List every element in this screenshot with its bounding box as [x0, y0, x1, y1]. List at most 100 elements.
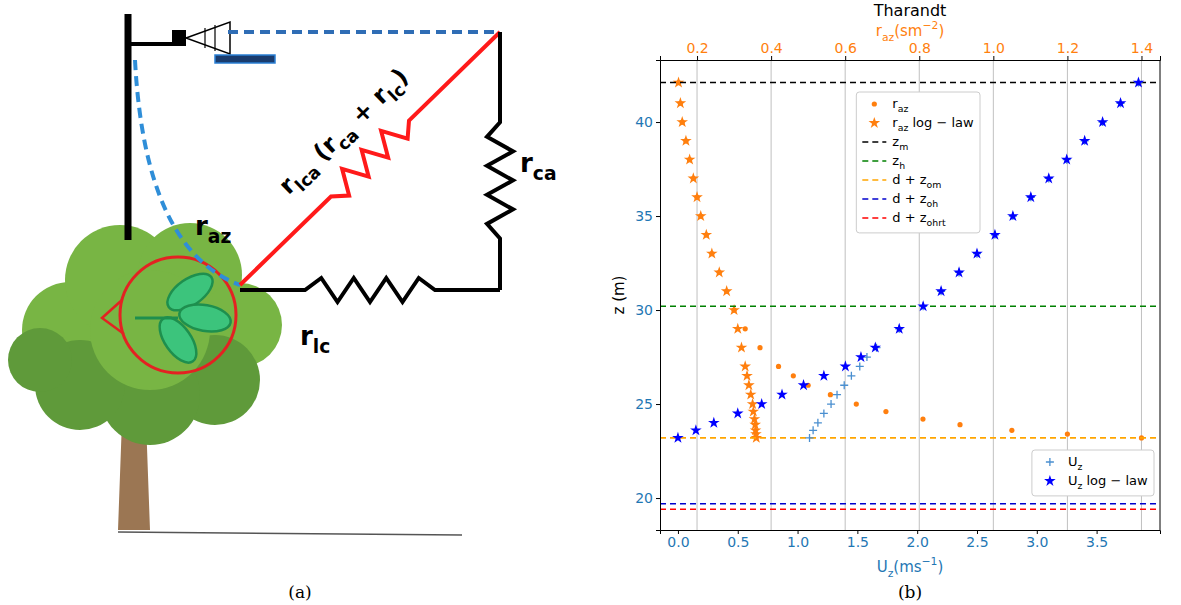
tick-label: 20: [635, 490, 653, 506]
point: [920, 416, 925, 421]
legend-entry: Uz: [1068, 454, 1083, 472]
point: [840, 360, 852, 371]
tick-label: 0.2: [686, 40, 708, 56]
tick-mark: [993, 56, 994, 60]
legend: UzUz log − law: [1032, 450, 1154, 496]
text-part: az: [882, 31, 895, 44]
text-part: az: [208, 226, 232, 247]
text-part: −1: [922, 555, 938, 568]
tick-label: 0.5: [727, 534, 749, 550]
legend-swatch: [1046, 458, 1054, 466]
legend-entry: Uz log − law: [1068, 473, 1148, 491]
point: [1065, 432, 1070, 437]
tick: 1.5: [847, 530, 869, 550]
tick: 1.0: [787, 530, 809, 550]
tick-mark: [656, 122, 660, 123]
axis-line: [656, 61, 661, 531]
tick-label: 30: [635, 302, 653, 318]
dashed-link: [228, 30, 500, 34]
label-r-lc: rlc: [300, 321, 330, 357]
caption: (b): [898, 582, 922, 602]
grid-line: [993, 60, 994, 530]
point: [1097, 116, 1109, 127]
tick-label: 0.8: [909, 40, 931, 56]
tick-label: 0.6: [835, 40, 857, 56]
tick: 0.6: [835, 40, 857, 60]
tick-label: 25: [635, 396, 653, 412]
text-part: d + z: [892, 191, 926, 206]
point: [798, 379, 810, 390]
text-part: om: [927, 179, 942, 190]
tick-label: 1.5: [847, 534, 869, 550]
tick-mark: [1067, 56, 1068, 60]
tick-label: 0.4: [760, 40, 782, 56]
point: [1115, 97, 1127, 108]
tick-label: 2.5: [966, 534, 988, 550]
axis-line: [1160, 60, 1161, 530]
point: [776, 364, 781, 369]
point: [688, 172, 700, 183]
tick-mark: [845, 56, 846, 60]
resistor-ca: [487, 32, 513, 290]
point: [745, 389, 757, 400]
text-part: r: [195, 211, 208, 241]
point: [676, 116, 688, 127]
tick-mark: [656, 498, 660, 499]
point: [721, 285, 733, 296]
point: [672, 432, 684, 443]
point: [708, 417, 720, 428]
tick-mark: [697, 56, 698, 60]
text-part: (ms: [893, 558, 921, 576]
text-part: az: [898, 103, 909, 114]
tick-mark: [771, 56, 772, 60]
sensor-head-lines: [205, 25, 215, 51]
text-part: U: [1068, 454, 1078, 469]
text-part: d + z: [892, 210, 926, 225]
diagram: razrcarlcrlca (rca + rlc): [8, 14, 557, 535]
text-part: log − law: [908, 115, 974, 130]
point: [1043, 172, 1055, 183]
point: [917, 300, 929, 311]
plot-area: [660, 76, 1160, 509]
point: [833, 391, 841, 399]
text-part: (sm: [894, 22, 922, 40]
legend-entry: raz log − law: [892, 115, 974, 133]
reference-line: [660, 509, 1160, 511]
point: [756, 398, 768, 409]
grid-line: [771, 60, 772, 530]
text-part: h: [899, 160, 905, 171]
text-part: d + z: [892, 172, 926, 187]
point: [828, 392, 833, 397]
point: [736, 342, 748, 353]
legend: razraz log − lawzmzhd + zomd + zohd + zo…: [856, 92, 980, 233]
point: [953, 266, 965, 277]
tick: 3.5: [1086, 530, 1108, 550]
legend-entry: d + zoh: [892, 191, 938, 209]
point: [883, 409, 888, 414]
dashed-curve: [135, 60, 240, 285]
tick-label: 35: [635, 208, 653, 224]
text-part: ): [938, 558, 944, 576]
text-part: ohrt: [927, 217, 946, 228]
point: [757, 345, 762, 350]
tick-label: 1.0: [983, 40, 1005, 56]
point: [1079, 135, 1091, 146]
tick-mark: [656, 216, 660, 217]
series: [806, 79, 1143, 442]
text-part: U: [1068, 473, 1078, 488]
legend-swatch: [872, 101, 877, 106]
series: [672, 76, 1144, 442]
tick: 0.5: [727, 530, 749, 550]
axis: 0.00.51.01.52.02.53.03.5: [661, 530, 1161, 550]
legend-box: [1032, 450, 1154, 496]
series: [676, 80, 1144, 441]
legend-entry: zm: [892, 134, 908, 152]
point: [957, 422, 962, 427]
grid-line: [697, 60, 698, 530]
point: [680, 135, 692, 146]
tick: 0.0: [667, 530, 689, 550]
text-part: ): [386, 63, 413, 91]
tick-label: 3.0: [1026, 534, 1048, 550]
point: [675, 97, 687, 108]
tick: 20: [635, 490, 660, 506]
